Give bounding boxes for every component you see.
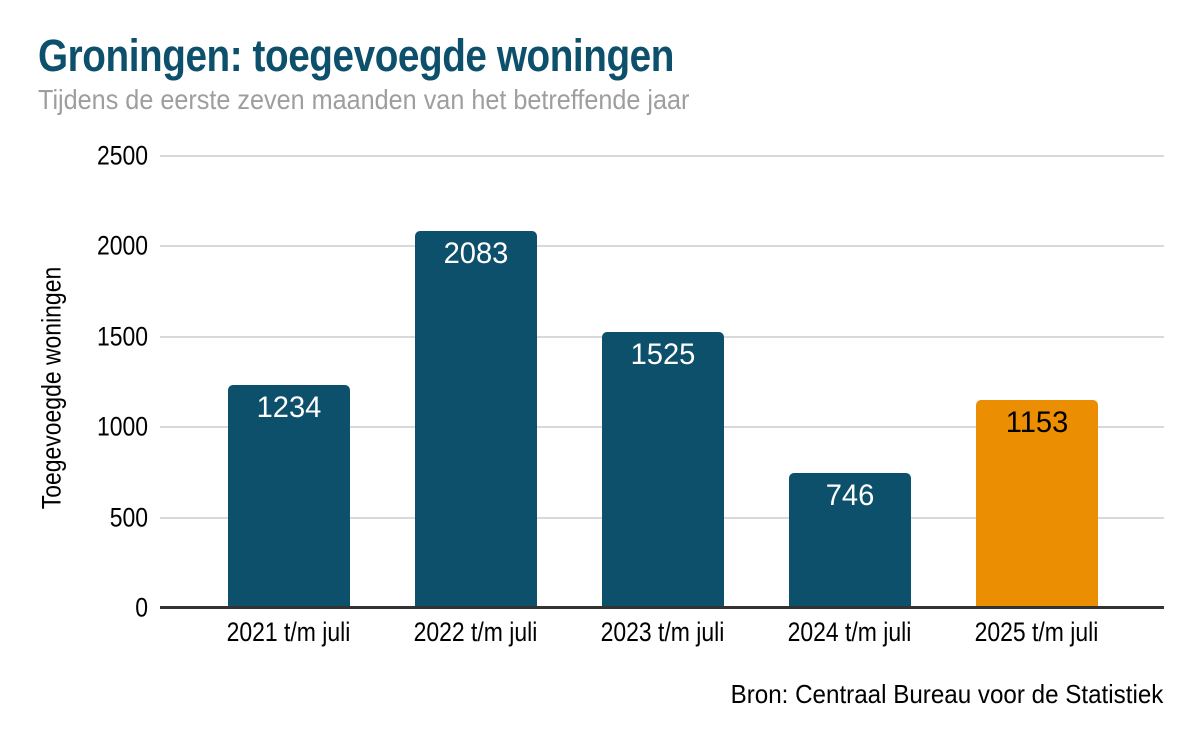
- bar-2025 t/m juli: 1153: [975, 399, 1098, 608]
- x-tick-label-2024 t/m juli: 2024 t/m juli: [787, 617, 912, 647]
- y-tick-label-1500: 1500: [96, 321, 148, 352]
- gridline-2000: [160, 245, 1164, 248]
- bar-cell-2023 t/m juli: 1525: [569, 156, 756, 608]
- bar-2021 t/m juli: 1234: [227, 384, 350, 608]
- bar-value-label: 1525: [630, 338, 695, 372]
- y-tick-label-2000: 2000: [96, 230, 148, 261]
- x-tick-label-2025 t/m juli: 2025 t/m juli: [974, 617, 1099, 647]
- bar-value-label: 2083: [443, 237, 508, 271]
- bar-2024 t/m juli: 746: [788, 473, 911, 608]
- x-tick-label-2022 t/m juli: 2022 t/m juli: [413, 617, 538, 647]
- bar-value-label: 1153: [1005, 405, 1068, 439]
- bar-cell-2025 t/m juli: 1153: [943, 156, 1130, 608]
- x-tick-label-2023 t/m juli: 2023 t/m juli: [600, 617, 725, 647]
- y-tick-label-0: 0: [135, 592, 148, 623]
- gridline-2500: [160, 155, 1164, 157]
- bar-cell-2021 t/m juli: 1234: [195, 156, 382, 608]
- bar-2022 t/m juli: 2083: [414, 231, 537, 608]
- source-note: Bron: Centraal Bureau voor de Statistiek: [730, 679, 1163, 709]
- y-axis-tick-labels: 0 500 1000 1500 2000 2500: [0, 141, 150, 623]
- chart-title: Groningen: toegevoegde woningen: [38, 30, 674, 81]
- bar-cell-2022 t/m juli: 2083: [382, 156, 569, 608]
- y-tick-label-2500: 2500: [96, 140, 148, 171]
- y-tick-label-500: 500: [109, 502, 148, 533]
- x-axis-labels: 2021 t/m juli 2022 t/m juli 2023 t/m juli 2…: [160, 617, 1164, 648]
- bar-cell-2024 t/m juli: 746: [756, 156, 943, 608]
- bar-value-label: 1234: [256, 390, 321, 424]
- chart-subtitle: Tijdens de eerste zeven maanden van het …: [38, 84, 690, 115]
- x-axis-line: [160, 606, 1164, 609]
- bar-2023 t/m juli: 1525: [601, 332, 724, 608]
- x-tick-label-2021 t/m juli: 2021 t/m juli: [226, 617, 351, 647]
- bars-row: 1234 2083 1525 746 1153: [195, 156, 1130, 608]
- bar-value-label: 746: [825, 479, 874, 513]
- y-tick-label-1000: 1000: [96, 411, 148, 442]
- plot-area: 1234 2083 1525 746 1153: [160, 155, 1164, 609]
